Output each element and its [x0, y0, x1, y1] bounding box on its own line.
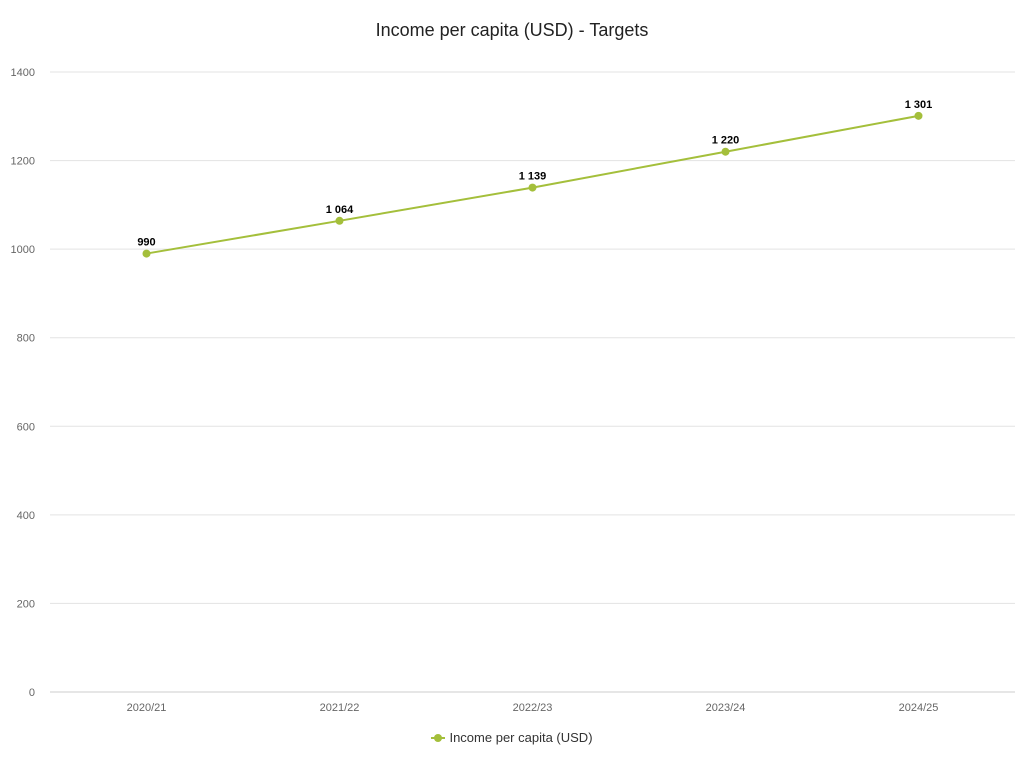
data-point[interactable] [914, 111, 923, 120]
y-tick-label: 800 [17, 333, 35, 345]
data-point[interactable] [335, 216, 344, 225]
x-tick-label: 2022/23 [513, 702, 553, 714]
data-label: 1 139 [519, 171, 547, 183]
data-label: 990 [137, 237, 155, 249]
y-tick-label: 400 [17, 510, 35, 522]
series-layer [142, 111, 923, 258]
x-tick-label: 2020/21 [127, 702, 167, 714]
y-tick-label: 0 [29, 687, 35, 699]
x-tick-label: 2021/22 [320, 702, 360, 714]
chart-title: Income per capita (USD) - Targets [375, 20, 649, 40]
y-tick-label: 1000 [11, 244, 35, 256]
data-labels: 990 1 064 1 139 1 220 1 301 [137, 99, 932, 249]
legend-label: Income per capita (USD) [449, 730, 593, 745]
x-tick-label: 2024/25 [899, 702, 939, 714]
y-axis-ticks: 0 200 400 600 800 1000 1200 1400 [11, 67, 35, 699]
y-tick-label: 1200 [11, 156, 35, 168]
data-point[interactable] [142, 249, 151, 258]
legend[interactable]: Income per capita (USD) [0, 730, 1024, 745]
legend-marker-icon [431, 733, 446, 743]
data-label: 1 064 [326, 204, 354, 216]
data-point[interactable] [528, 183, 537, 192]
gridlines [50, 71, 1015, 693]
data-label: 1 301 [905, 99, 933, 111]
y-tick-label: 1400 [11, 67, 35, 79]
data-point[interactable] [721, 147, 730, 156]
x-tick-label: 2023/24 [706, 702, 746, 714]
x-axis-ticks: 2020/21 2021/22 2022/23 2023/24 2024/25 [127, 702, 939, 714]
y-tick-label: 600 [17, 421, 35, 433]
y-tick-label: 200 [17, 598, 35, 610]
data-label: 1 220 [712, 135, 740, 147]
